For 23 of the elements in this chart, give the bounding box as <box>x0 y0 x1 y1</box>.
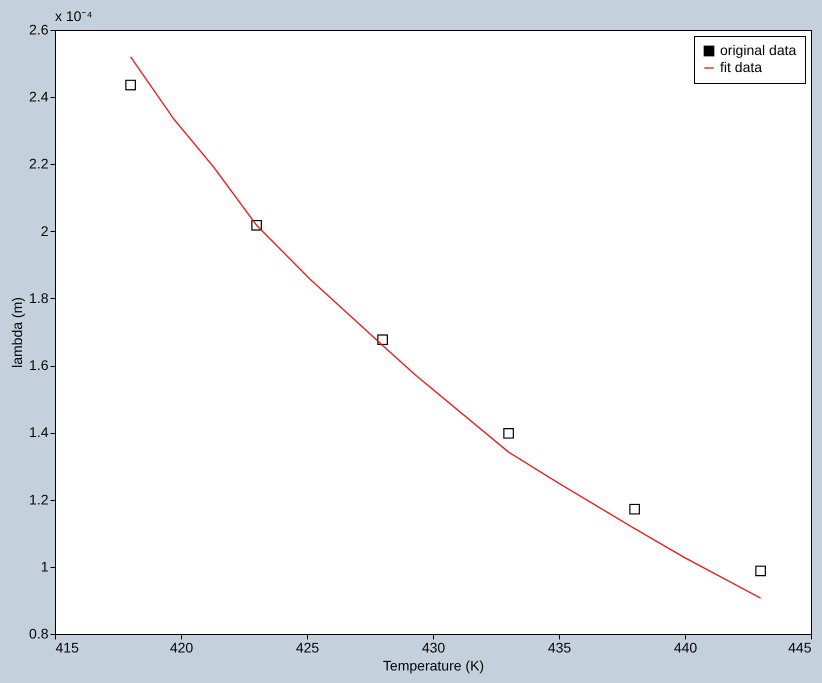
x-tick-label: 425 <box>296 640 320 656</box>
y-axis-title: lambda (m) <box>9 297 26 368</box>
x-tick-label: 415 <box>56 640 80 656</box>
y-tick-label: 2.4 <box>29 88 49 105</box>
x-tick-label: 420 <box>170 640 194 656</box>
x-axis-title: Temperature (K) <box>382 658 484 674</box>
text: x 10⁻⁴ <box>55 8 92 24</box>
x-tick-label: 440 <box>674 640 698 656</box>
y-tick-label: 1 <box>40 558 49 574</box>
y-tick-label: 2.2 <box>29 156 49 172</box>
y-tick-label: 1.2 <box>29 491 49 508</box>
line-series <box>130 56 762 599</box>
x-tick-label: 435 <box>548 640 572 656</box>
y-tick-label: 1.8 <box>29 290 49 306</box>
y-tick-label: 1.4 <box>29 424 49 440</box>
legend-label: original data <box>720 42 796 58</box>
y-tick-label: 2.6 <box>29 22 49 38</box>
legend-label: fit data <box>720 59 762 75</box>
x-tick-label: 430 <box>422 640 446 656</box>
y-tick-label: 1.6 <box>29 357 49 374</box>
y-tick-label: 0.8 <box>29 626 49 642</box>
y-tick-label: 2 <box>40 222 49 239</box>
x-tick-label: 445 <box>788 640 812 656</box>
